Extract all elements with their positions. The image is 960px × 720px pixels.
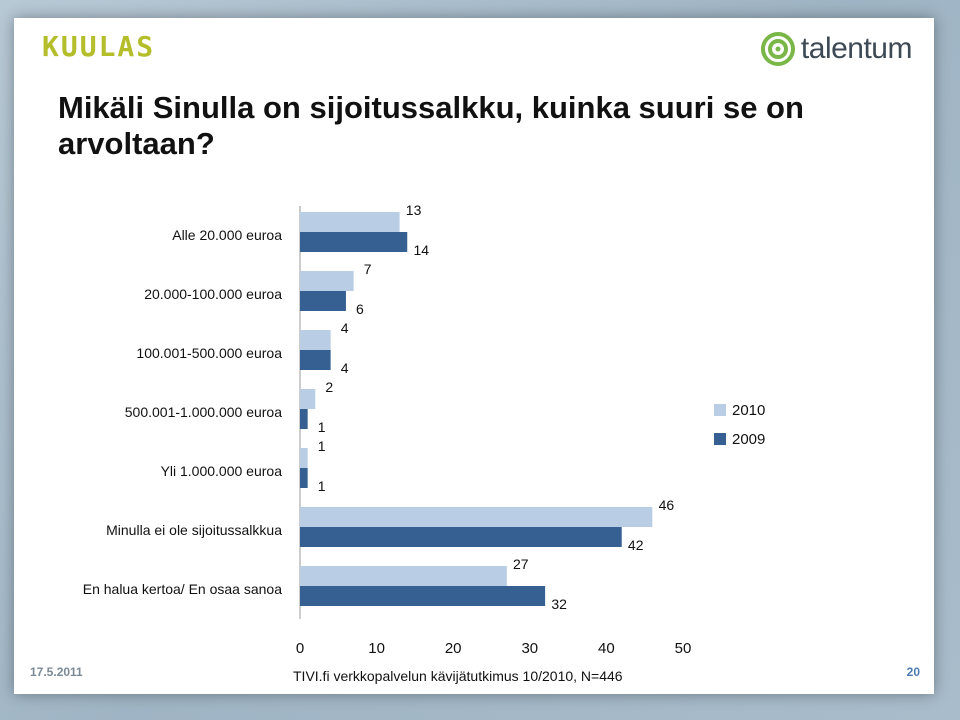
bar-2010 [300,330,331,350]
data-label: 13 [406,202,422,218]
category-label: 20.000-100.000 euroa [144,286,282,302]
x-tick-label: 10 [368,640,385,657]
bar-2010 [300,566,507,586]
category-label: Yli 1.000.000 euroa [161,463,283,479]
data-label: 4 [341,360,349,376]
category-label: Alle 20.000 euroa [172,227,282,243]
slide-title: Mikäli Sinulla on sijoitussalkku, kuinka… [58,90,804,161]
bar-2010 [300,448,308,468]
data-label: 1 [318,419,326,435]
bar-2009 [300,291,346,311]
talentum-logo-text: talentum [800,32,913,65]
legend-label: 2010 [732,402,765,419]
talentum-logo-icon [760,32,795,66]
bar-2009 [300,232,408,252]
legend-swatch-2010 [714,404,726,416]
legend-label: 2009 [732,431,765,448]
category-label: En halua kertoa/ En osaa sanoa [83,581,282,597]
bar-2009 [300,586,546,606]
data-label: 7 [364,261,372,277]
bar-2009 [300,527,622,547]
data-label: 42 [628,537,644,553]
x-tick-label: 30 [521,640,538,657]
category-label: Minulla ei ole sijoitussalkkua [106,522,282,538]
x-tick-label: 0 [296,640,304,657]
x-tick-label: 20 [445,640,462,657]
talentum-logo: talentum [760,32,913,66]
bar-2009 [300,350,331,370]
slide: KUULAS talentum Mikäli Sinulla on sijoit… [14,18,934,694]
data-label: 1 [318,478,326,494]
bar-2010 [300,389,316,409]
data-label: 27 [513,556,529,572]
x-tick-label: 50 [675,640,692,657]
data-label: 32 [551,596,567,612]
footer-source: TIVI.fi verkkopalvelun kävijätutkimus 10… [293,668,623,684]
x-tick-label: 40 [598,640,615,657]
bar-2010 [300,507,653,527]
data-label: 6 [356,301,364,317]
category-label: 100.001-500.000 euroa [136,345,282,361]
data-label: 4 [341,320,349,336]
bar-2009 [300,409,308,429]
kuulas-logo: KUULAS [42,30,156,63]
data-label: 2 [325,379,333,395]
data-label: 14 [413,242,429,258]
page-number: 20 [906,665,920,679]
bar-2010 [300,212,400,232]
data-label: 46 [659,497,675,513]
bar-2009 [300,468,308,488]
data-label: 1 [318,438,326,454]
bar-2010 [300,271,354,291]
category-label: 500.001-1.000.000 euroa [125,404,282,420]
footer-date: 17.5.2011 [30,665,83,679]
legend-swatch-2009 [714,433,726,445]
